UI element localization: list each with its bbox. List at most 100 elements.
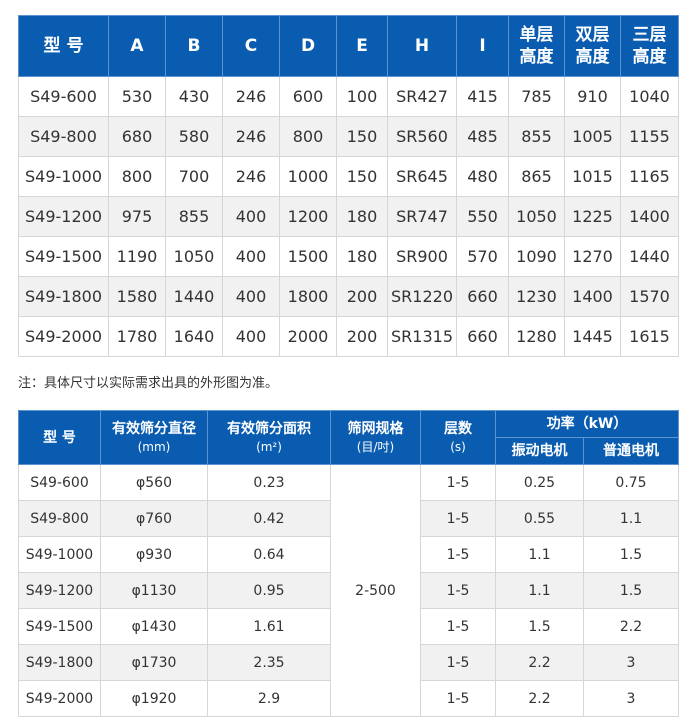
header-cell: C xyxy=(222,15,280,77)
table-row: S49-800 φ760 0.42 1-5 0.55 1.1 xyxy=(18,500,680,537)
table-cell: S49-600 xyxy=(18,464,101,501)
table-cell: 1040 xyxy=(620,76,679,117)
table-cell: 1640 xyxy=(165,316,223,357)
table-cell: SR560 xyxy=(387,116,457,157)
table-cell: 1155 xyxy=(620,116,679,157)
header-cell: 型 号 xyxy=(18,15,109,77)
note-text: 注：具体尺寸以实际需求出具的外形图为准。 xyxy=(18,376,279,391)
header-cell-label: 单层高度 xyxy=(519,25,554,67)
table-row: S49-1800 1580 1440 400 1800 200 SR1220 660 1230 1… xyxy=(18,276,679,317)
table-cell: S49-1500 xyxy=(18,236,109,277)
table-row: S49-2000 φ1920 2.9 1-5 2.2 3 xyxy=(18,680,680,717)
table-row: S49-1200 φ1130 0.95 1-5 1.1 1.5 xyxy=(18,572,680,609)
header-mesh-label: 筛网规格 xyxy=(347,420,404,437)
header-cell-label: 双层高度 xyxy=(575,25,610,67)
table-cell: S49-1000 xyxy=(18,156,109,197)
table-cell: 1200 xyxy=(279,196,337,237)
table-cell: 1-5 xyxy=(420,680,496,717)
table-header-row: 型 号 A B C D E H I 单层高度 双层高度 三层高度 xyxy=(18,15,679,77)
table-row: S49-1800 φ1730 2.35 1-5 2.2 3 xyxy=(18,644,680,681)
table-cell: 1.1 xyxy=(495,572,584,609)
table-cell: S49-1000 xyxy=(18,536,101,573)
header-power: 功率（kW） xyxy=(494,410,680,438)
table-cell: 1190 xyxy=(108,236,166,277)
table-cell: 2.2 xyxy=(495,644,584,681)
table-cell: 910 xyxy=(564,76,621,117)
table-cell: 1580 xyxy=(108,276,166,317)
table-cell: 1090 xyxy=(508,236,565,277)
header-mesh: 筛网规格 (目/吋) xyxy=(330,410,421,465)
table-cell: 0.23 xyxy=(207,464,331,501)
table-cell: 570 xyxy=(456,236,509,277)
table-cell: 1445 xyxy=(564,316,621,357)
table-cell: SR645 xyxy=(387,156,457,197)
table-cell: 1400 xyxy=(620,196,679,237)
table-cell: 800 xyxy=(279,116,337,157)
header-cell: D xyxy=(279,15,337,77)
table-cell: 0.64 xyxy=(207,536,331,573)
header-layers-unit: (s) xyxy=(450,439,466,454)
table-cell: 530 xyxy=(108,76,166,117)
table-cell: 0.75 xyxy=(582,464,680,501)
header-layers-label: 层数 xyxy=(444,420,472,437)
table-cell: 1050 xyxy=(165,236,223,277)
header-cell: B xyxy=(165,15,223,77)
table-cell: 180 xyxy=(336,196,388,237)
table-cell: 3 xyxy=(582,680,680,717)
table-cell: 0.25 xyxy=(495,464,584,501)
table-cell: 0.42 xyxy=(207,500,331,537)
table-cell: 660 xyxy=(456,316,509,357)
table-cell: 400 xyxy=(222,236,280,277)
table-cell: 550 xyxy=(456,196,509,237)
table-cell: φ1920 xyxy=(100,680,208,717)
table-cell: S49-800 xyxy=(18,500,101,537)
table-cell: 1500 xyxy=(279,236,337,277)
header-cell: I xyxy=(456,15,509,77)
table-cell: 2.2 xyxy=(495,680,584,717)
table-cell: 485 xyxy=(456,116,509,157)
table-cell: 2.35 xyxy=(207,644,331,681)
header-cell: E xyxy=(336,15,388,77)
table-cell: S49-1200 xyxy=(18,196,109,237)
table-cell: 1230 xyxy=(508,276,565,317)
table-cell: 200 xyxy=(336,316,388,357)
table-row: S49-1000 φ930 0.64 1-5 1.1 1.5 xyxy=(18,536,680,573)
table-row: S49-600 φ560 0.23 2-500 1-5 0.25 0.75 xyxy=(18,464,680,717)
table-row: S49-800 680 580 246 800 150 SR560 485 855 1005 115… xyxy=(18,116,679,157)
table-cell: 2.9 xyxy=(207,680,331,717)
table-row: S49-600 530 430 246 600 100 SR427 415 785 910 1040 xyxy=(18,76,679,117)
table-cell: 1-5 xyxy=(420,644,496,681)
table-cell: 660 xyxy=(456,276,509,317)
table-cell: φ760 xyxy=(100,500,208,537)
table-row: S49-1000 800 700 246 1000 150 SR645 480 865 1015 1… xyxy=(18,156,679,197)
table-row: S49-1200 975 855 400 1200 180 SR747 550 1050 1225… xyxy=(18,196,679,237)
table-cell: 1225 xyxy=(564,196,621,237)
table-cell: S49-1500 xyxy=(18,608,101,645)
header-layers: 层数 (s) xyxy=(420,410,496,465)
table-cell: 1780 xyxy=(108,316,166,357)
header-model: 型 号 xyxy=(18,410,101,465)
table-cell: 246 xyxy=(222,76,280,117)
table-cell: 785 xyxy=(508,76,565,117)
table-cell: 1.1 xyxy=(495,536,584,573)
table-cell: 1280 xyxy=(508,316,565,357)
header-diameter-label: 有效筛分直径 xyxy=(112,420,196,437)
table-cell: 180 xyxy=(336,236,388,277)
table-cell: 1050 xyxy=(508,196,565,237)
table-cell: 700 xyxy=(165,156,223,197)
table-cell: 1005 xyxy=(564,116,621,157)
table-cell: 1-5 xyxy=(420,536,496,573)
table-cell: 3 xyxy=(582,644,680,681)
header-diameter: 有效筛分直径 (mm) xyxy=(100,410,208,465)
table-cell: 400 xyxy=(222,196,280,237)
header-area: 有效筛分面积 (m²) xyxy=(207,410,331,465)
table-cell: 430 xyxy=(165,76,223,117)
table-cell: φ930 xyxy=(100,536,208,573)
table-cell: S49-1200 xyxy=(18,572,101,609)
table-cell: 150 xyxy=(336,156,388,197)
header-vibration-motor: 振动电机 xyxy=(495,437,584,465)
table-cell: 1.5 xyxy=(582,536,680,573)
table-cell: 415 xyxy=(456,76,509,117)
table-cell: S49-2000 xyxy=(18,680,101,717)
header-area-unit: (m²) xyxy=(256,439,282,454)
